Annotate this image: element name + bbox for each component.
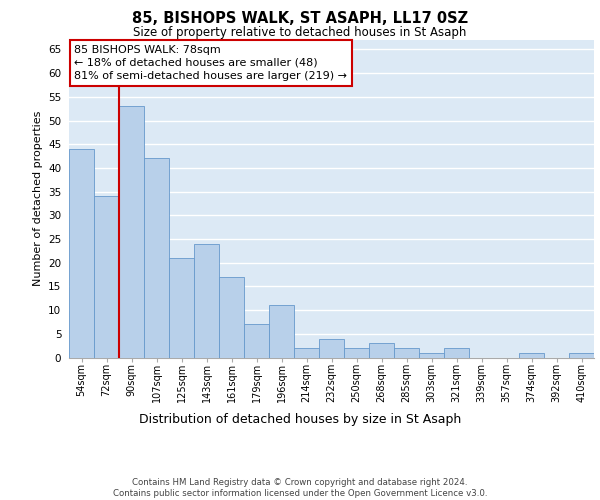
Bar xyxy=(419,353,444,358)
Bar xyxy=(569,353,594,358)
Bar xyxy=(444,348,469,358)
Bar xyxy=(194,244,219,358)
Bar xyxy=(369,344,394,357)
Bar xyxy=(69,149,94,358)
Text: 85 BISHOPS WALK: 78sqm
← 18% of detached houses are smaller (48)
81% of semi-det: 85 BISHOPS WALK: 78sqm ← 18% of detached… xyxy=(74,45,347,81)
Bar xyxy=(219,277,244,357)
Bar xyxy=(519,353,544,358)
Bar xyxy=(344,348,369,358)
Bar xyxy=(394,348,419,358)
Bar xyxy=(169,258,194,358)
Bar xyxy=(294,348,319,358)
Bar xyxy=(244,324,269,358)
Text: Size of property relative to detached houses in St Asaph: Size of property relative to detached ho… xyxy=(133,26,467,39)
Bar xyxy=(144,158,169,358)
Bar xyxy=(94,196,119,358)
Y-axis label: Number of detached properties: Number of detached properties xyxy=(32,111,43,286)
Bar xyxy=(269,306,294,358)
Text: 85, BISHOPS WALK, ST ASAPH, LL17 0SZ: 85, BISHOPS WALK, ST ASAPH, LL17 0SZ xyxy=(132,11,468,26)
Text: Contains HM Land Registry data © Crown copyright and database right 2024.
Contai: Contains HM Land Registry data © Crown c… xyxy=(113,478,487,498)
Bar xyxy=(119,106,144,358)
Bar xyxy=(319,338,344,357)
Text: Distribution of detached houses by size in St Asaph: Distribution of detached houses by size … xyxy=(139,412,461,426)
